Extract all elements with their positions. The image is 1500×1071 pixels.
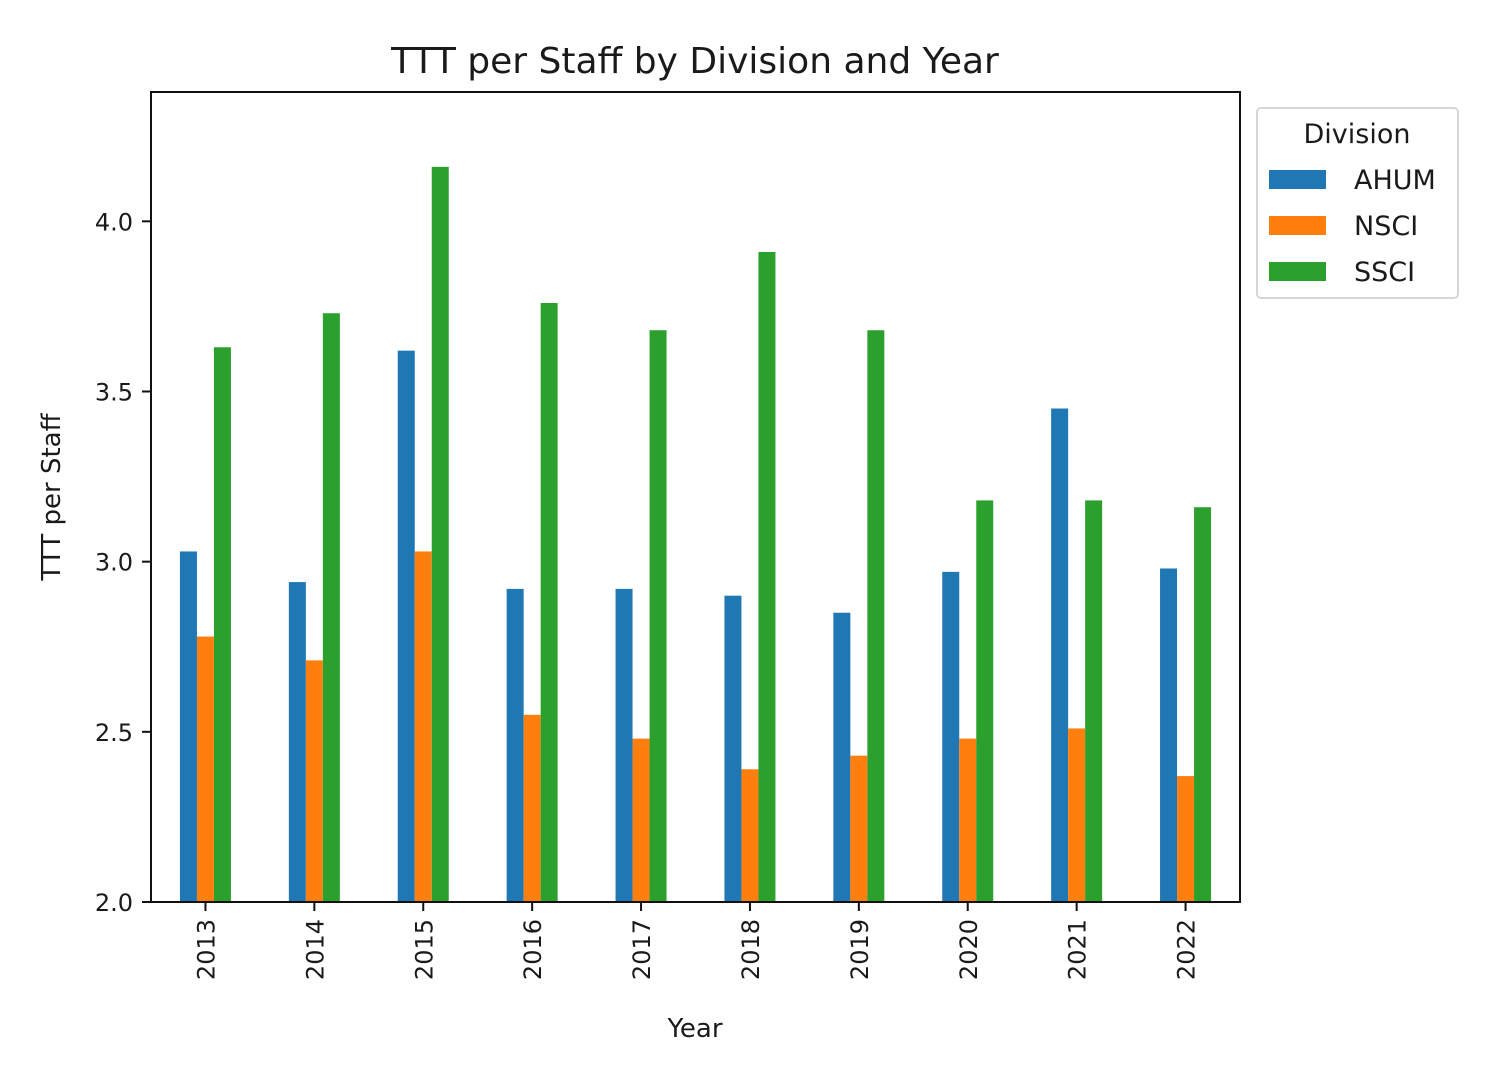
x-tick-label: 2017 [628, 919, 656, 980]
x-tick-label: 2014 [301, 919, 329, 980]
bar-nsci-2017 [632, 738, 650, 902]
x-axis-label: Year [666, 1014, 722, 1044]
bar-nsci-2021 [1068, 728, 1086, 902]
bar-nsci-2022 [1177, 776, 1195, 902]
y-axis-label: TTT per Staff [37, 412, 67, 581]
bar-nsci-2020 [959, 738, 977, 902]
legend-items: AHUM NSCI SSCI [1269, 165, 1436, 288]
legend-swatch-ssci [1269, 262, 1326, 281]
bars-layer [179, 166, 1212, 903]
bar-ahum-2020 [942, 571, 960, 902]
y-tick-label: 3.5 [95, 378, 133, 406]
bar-ahum-2013 [179, 551, 197, 902]
x-tick-label: 2019 [846, 919, 874, 980]
bar-ahum-2018 [724, 595, 742, 902]
bar-ahum-2014 [288, 582, 306, 902]
bar-nsci-2019 [850, 755, 868, 902]
bar-ssci-2014 [322, 313, 340, 903]
bar-ssci-2021 [1085, 500, 1103, 902]
bar-ahum-2021 [1051, 408, 1069, 902]
x-tick-label: 2021 [1064, 919, 1092, 980]
bar-ssci-2016 [540, 303, 558, 902]
legend-box [1256, 107, 1459, 299]
y-axis: 2.0 2.5 3.0 3.5 4.0 [95, 208, 151, 917]
y-tick-label: 4.0 [95, 208, 133, 236]
x-tick-label: 2018 [737, 919, 765, 980]
bar-nsci-2015 [414, 551, 432, 902]
legend-label-nsci: NSCI [1354, 211, 1418, 242]
legend-swatch-nsci [1269, 216, 1326, 235]
legend-swatch-ahum [1269, 170, 1326, 189]
legend-label-ahum: AHUM [1354, 165, 1436, 196]
bar-ssci-2013 [213, 347, 231, 902]
bar-ahum-2017 [615, 588, 633, 902]
x-tick-label: 2016 [519, 919, 547, 980]
bar-ssci-2015 [431, 166, 449, 902]
y-tick-label: 3.0 [95, 549, 133, 577]
legend: Division AHUM NSCI SSCI [1256, 107, 1459, 299]
bar-ssci-2019 [867, 330, 885, 902]
plot-area-frame [150, 91, 1241, 903]
legend-title: Division [1304, 119, 1411, 150]
bar-ssci-2017 [649, 330, 667, 902]
bar-nsci-2014 [305, 660, 323, 902]
x-axis: 2013 2014 2015 2016 2017 2018 2019 2020 2021 2022 [192, 902, 1201, 980]
x-tick-label: 2013 [192, 919, 220, 980]
x-tick-label: 2015 [410, 919, 438, 980]
chart-title: TTT per Staff by Division and Year [390, 41, 999, 82]
bar-ssci-2018 [758, 251, 776, 902]
bar-ssci-2020 [976, 500, 994, 902]
x-tick-label: 2020 [955, 919, 983, 980]
x-tick-label: 2022 [1173, 919, 1201, 980]
bar-ahum-2019 [833, 612, 851, 902]
bar-nsci-2016 [523, 714, 541, 902]
y-tick-label: 2.5 [95, 719, 133, 747]
bar-ahum-2016 [506, 588, 524, 902]
bar-ahum-2022 [1160, 568, 1178, 902]
bar-ssci-2022 [1194, 507, 1212, 902]
y-tick-label: 2.0 [95, 889, 133, 917]
legend-label-ssci: SSCI [1354, 257, 1415, 288]
bar-ahum-2015 [397, 350, 415, 902]
bar-nsci-2018 [741, 769, 759, 902]
bar-nsci-2013 [196, 636, 214, 902]
